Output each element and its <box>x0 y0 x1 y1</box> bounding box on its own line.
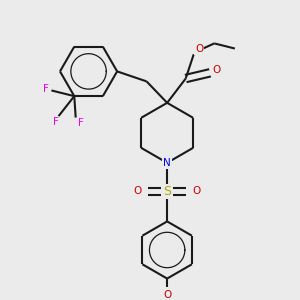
Text: N: N <box>163 158 171 168</box>
Text: F: F <box>43 84 49 94</box>
Text: O: O <box>195 44 204 54</box>
Text: O: O <box>193 186 201 197</box>
Text: O: O <box>133 186 142 197</box>
Text: O: O <box>163 290 171 300</box>
Text: F: F <box>78 118 84 128</box>
Text: S: S <box>163 185 171 198</box>
Text: O: O <box>212 65 220 75</box>
Text: F: F <box>53 117 59 128</box>
